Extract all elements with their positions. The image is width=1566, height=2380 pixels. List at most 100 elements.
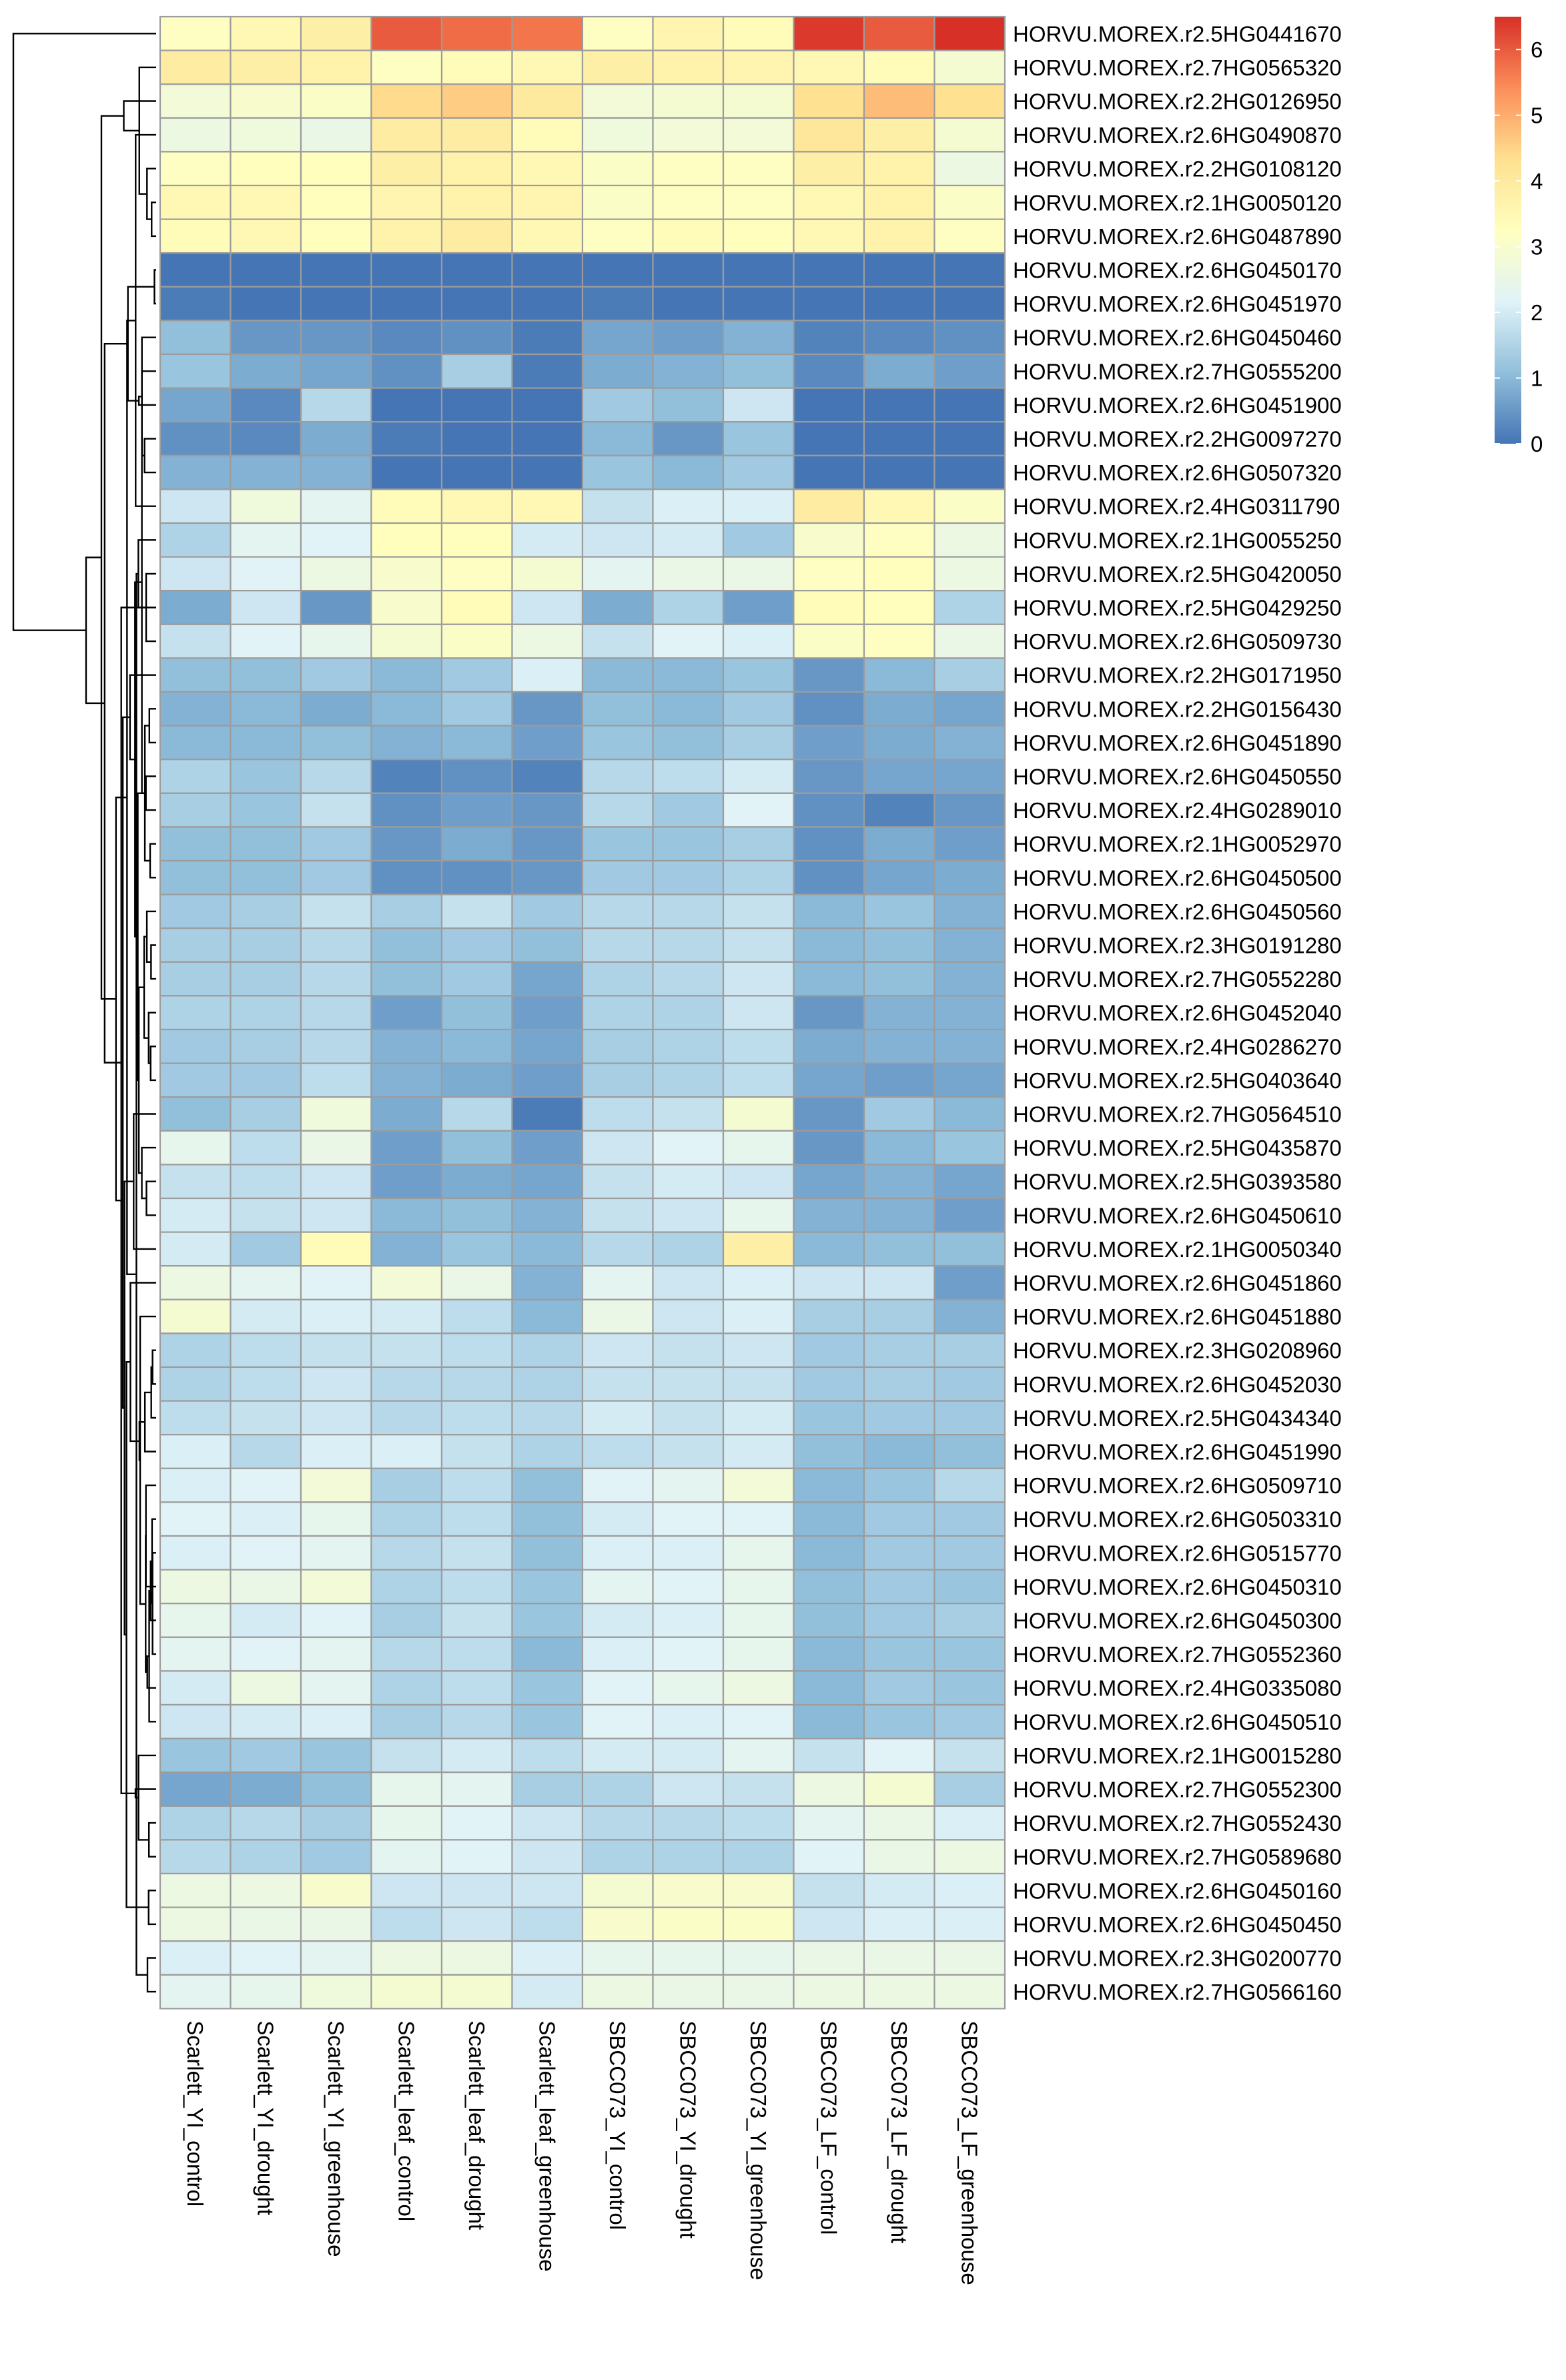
colorbar-tick-label: 6 <box>1531 37 1543 62</box>
heatmap-cell <box>863 1839 935 1875</box>
heatmap-cell <box>159 1298 232 1334</box>
heatmap-cell <box>722 1197 795 1233</box>
row-label: HORVU.MOREX.r2.6HG0509710 <box>1013 1473 1342 1498</box>
heatmap-cell <box>230 421 302 456</box>
heatmap-cell <box>300 1467 372 1503</box>
heatmap-cell <box>863 1467 935 1503</box>
heatmap-cell <box>230 522 302 558</box>
dendrogram-branch <box>151 202 156 238</box>
heatmap-cell <box>863 1298 935 1334</box>
heatmap-cell <box>793 1096 865 1132</box>
heatmap-cell <box>581 623 654 659</box>
heatmap-cell <box>581 1467 654 1503</box>
row-label: HORVU.MOREX.r2.5HG0434340 <box>1013 1406 1342 1431</box>
heatmap-cell <box>370 1467 443 1503</box>
heatmap-cell <box>370 1805 443 1841</box>
heatmap-cell <box>863 657 935 693</box>
heatmap-cell <box>370 556 443 592</box>
heatmap-cell <box>722 421 795 456</box>
heatmap-cell <box>581 1839 654 1875</box>
heatmap-cell <box>581 1771 654 1807</box>
heatmap-cell <box>863 995 935 1031</box>
heatmap-cell <box>511 1805 584 1841</box>
heatmap-cell <box>511 421 584 456</box>
heatmap-cell <box>300 691 372 727</box>
heatmap-cell <box>722 1231 795 1267</box>
heatmap-cell <box>722 1400 795 1436</box>
heatmap-cell <box>652 1501 725 1537</box>
heatmap-cell <box>581 1332 654 1368</box>
heatmap-cell <box>933 522 1006 558</box>
row-label: HORVU.MOREX.r2.7HG0589680 <box>1013 1845 1342 1870</box>
heatmap-cell <box>863 1130 935 1166</box>
heatmap-cell <box>722 117 795 153</box>
heatmap-cell <box>511 1974 584 2010</box>
heatmap-cell <box>511 1062 584 1098</box>
row-label: HORVU.MOREX.r2.6HG0450610 <box>1013 1203 1342 1228</box>
heatmap-cell <box>652 725 725 761</box>
heatmap-cell <box>581 893 654 929</box>
heatmap-cell <box>300 488 372 524</box>
heatmap-cell <box>230 184 302 220</box>
heatmap-cell <box>511 623 584 659</box>
heatmap-cell <box>159 826 232 862</box>
heatmap-cell <box>652 15 725 51</box>
heatmap-cell <box>440 1670 513 1706</box>
heatmap-cell <box>652 1164 725 1200</box>
heatmap-cell <box>370 15 443 51</box>
heatmap-cell <box>159 1603 232 1638</box>
heatmap-cell <box>863 927 935 963</box>
heatmap-cell <box>722 353 795 389</box>
heatmap-cell <box>300 320 372 356</box>
heatmap-cell <box>863 353 935 389</box>
heatmap-cell <box>300 859 372 895</box>
heatmap-cell <box>652 1636 725 1672</box>
heatmap-cell <box>230 1940 302 1976</box>
heatmap-cell <box>511 1535 584 1571</box>
heatmap-cell <box>230 15 302 51</box>
heatmap-cell <box>511 1298 584 1334</box>
heatmap-cell <box>159 1400 232 1436</box>
dendrogram-branch <box>148 1822 156 1858</box>
heatmap-cell <box>793 1737 865 1773</box>
row-label: HORVU.MOREX.r2.6HG0451970 <box>1013 292 1342 316</box>
heatmap-cell <box>159 1467 232 1503</box>
heatmap-cell <box>581 792 654 828</box>
heatmap-cell <box>370 454 443 490</box>
heatmap-cell <box>511 927 584 963</box>
heatmap-cell <box>652 1197 725 1233</box>
heatmap-cell <box>370 1974 443 2010</box>
heatmap-cell <box>159 252 232 288</box>
heatmap-cell <box>300 117 372 153</box>
heatmap-cell <box>230 826 302 862</box>
heatmap-cell <box>300 218 372 254</box>
dendrogram-branch <box>145 775 156 811</box>
heatmap-cell <box>933 792 1006 828</box>
heatmap-cell <box>722 184 795 220</box>
heatmap-cell <box>863 859 935 895</box>
heatmap-cell <box>793 454 865 490</box>
heatmap-cell <box>722 15 795 51</box>
heatmap-cell <box>933 184 1006 220</box>
heatmap-cell <box>581 657 654 693</box>
row-label: HORVU.MOREX.r2.5HG0393580 <box>1013 1170 1342 1194</box>
heatmap-cell <box>581 49 654 85</box>
heatmap-cell <box>722 725 795 761</box>
heatmap-cell <box>300 1737 372 1773</box>
heatmap-cell <box>159 1028 232 1064</box>
heatmap-cell <box>300 590 372 625</box>
heatmap-cell <box>863 184 935 220</box>
heatmap-cell <box>793 826 865 862</box>
heatmap-cell <box>300 1501 372 1537</box>
dendrogram-branch <box>153 269 156 305</box>
heatmap-cell <box>511 1569 584 1605</box>
heatmap-cell <box>440 1974 513 2010</box>
heatmap-cell <box>933 1164 1006 1200</box>
heatmap-cell <box>793 725 865 761</box>
row-label: HORVU.MOREX.r2.7HG0566160 <box>1013 1980 1342 2004</box>
heatmap-cell <box>722 83 795 119</box>
heatmap-cell <box>511 995 584 1031</box>
heatmap-cell <box>863 725 935 761</box>
heatmap-cell <box>511 1703 584 1739</box>
dendrogram-branch <box>151 1349 156 1385</box>
